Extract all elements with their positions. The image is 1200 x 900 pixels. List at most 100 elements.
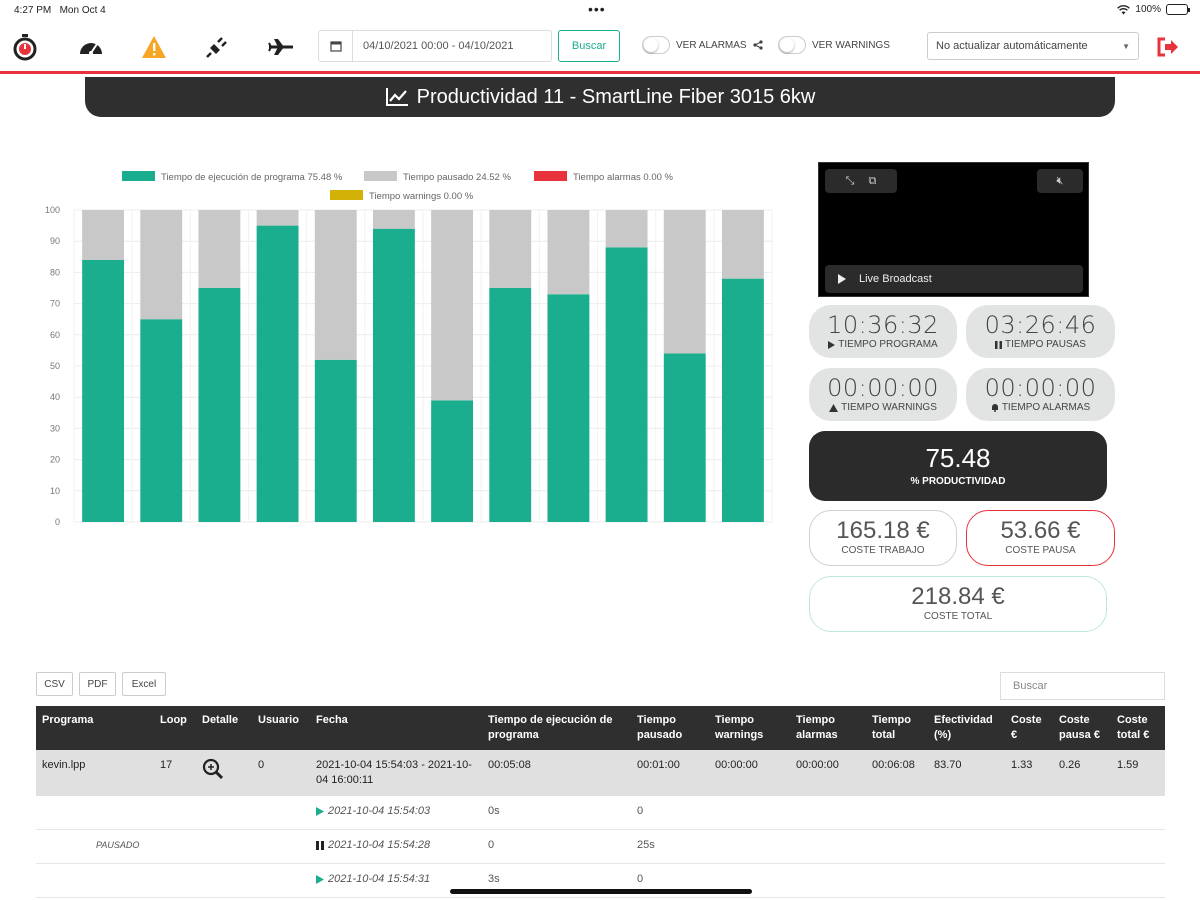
y-tick-label: 70 <box>50 299 60 309</box>
chevron-down-icon: ▼ <box>1122 42 1130 51</box>
col-coste[interactable]: Coste € <box>1011 714 1042 741</box>
legend-swatch <box>330 190 363 200</box>
bar-segment <box>198 210 241 288</box>
col-detalle[interactable]: Detalle <box>202 714 239 726</box>
cost-total-box: 218.84 € COSTE TOTAL <box>809 576 1107 632</box>
y-tick-label: 90 <box>50 236 60 246</box>
cell-tiempo-alarmas: 00:00:00 <box>796 759 839 771</box>
airplane-icon[interactable] <box>266 32 296 62</box>
magnifier-icon[interactable] <box>202 758 224 780</box>
cost-value: 165.18 € <box>836 517 930 544</box>
event-time: 2021-10-04 15:54:03 <box>328 805 431 817</box>
stat-tiempo-alarmas: 00:00:00 TIEMPO ALARMAS <box>966 368 1115 421</box>
col-tiempo-pausado[interactable]: Tiempo pausado <box>637 714 683 741</box>
col-tiempo-total[interactable]: Tiempo total <box>872 714 911 741</box>
status-time: 4:27 PM Mon Oct 4 <box>14 5 106 16</box>
table-search-input[interactable]: Buscar <box>1000 672 1165 700</box>
logout-icon[interactable] <box>1153 32 1183 62</box>
bar-segment <box>140 319 183 522</box>
home-indicator[interactable] <box>450 889 752 894</box>
cell-coste: 1.33 <box>1011 759 1033 771</box>
export-pdf-button[interactable]: PDF <box>79 672 116 696</box>
col-tiempo-alarmas[interactable]: Tiempo alarmas <box>796 714 838 741</box>
play-icon[interactable] <box>837 273 847 285</box>
bar-segment <box>721 278 764 522</box>
speedometer-icon[interactable] <box>76 32 106 62</box>
y-tick-label: 60 <box>50 330 60 340</box>
play-icon <box>828 340 836 349</box>
productivity-chart-svg: Tiempo de ejecución de programa 75.48 % T… <box>45 171 773 527</box>
bar-segment <box>198 288 241 522</box>
col-coste-total[interactable]: Coste total € <box>1117 714 1150 741</box>
col-programa[interactable]: Programa <box>42 714 94 726</box>
col-efectividad[interactable]: Efectividad (%) <box>934 714 993 741</box>
cell-detalle <box>196 750 252 796</box>
stopwatch-icon[interactable] <box>10 32 40 62</box>
col-coste-pausa[interactable]: Coste pausa € <box>1059 714 1100 741</box>
legend-swatch <box>122 171 155 181</box>
col-tiempo-warnings[interactable]: Tiempo warnings <box>715 714 764 741</box>
productivity-label: % PRODUCTIVIDAD <box>910 476 1006 487</box>
col-tiempo-ejecucion[interactable]: Tiempo de ejecución de programa <box>488 714 613 741</box>
plug-icon[interactable] <box>202 32 232 62</box>
export-csv-button[interactable]: CSV <box>36 672 73 696</box>
toggle-warnings[interactable]: VER WARNINGS <box>778 36 890 54</box>
productivity-value: 75.48 <box>925 443 991 473</box>
cell-tiempo-pausado: 00:01:00 <box>637 759 680 771</box>
cell-tiempo-warnings: 00:00:00 <box>715 759 758 771</box>
expand-icon[interactable]: ⤡ <box>845 174 855 187</box>
warnings-switch[interactable] <box>778 36 806 54</box>
bar-segment <box>372 210 415 229</box>
live-video-player[interactable]: ⤡ ⧉ 🔇︎ Live Broadcast <box>818 162 1089 297</box>
cost-pausa-box: 53.66 € COSTE PAUSA <box>966 510 1115 566</box>
bell-icon <box>991 404 998 412</box>
cell-loop: 17 <box>160 759 173 771</box>
bar-segment <box>663 353 706 522</box>
event-time: 2021-10-04 15:54:28 <box>328 839 431 851</box>
event-time-cell: 2021-10-04 15:54:03 <box>310 796 482 830</box>
legend-label: Tiempo warnings 0.00 % <box>369 191 474 202</box>
page-title-bar: Productividad 11 - SmartLine Fiber 3015 … <box>85 77 1115 117</box>
live-broadcast-label: Live Broadcast <box>859 273 932 285</box>
y-tick-label: 20 <box>50 455 60 465</box>
y-tick-label: 100 <box>45 205 60 215</box>
event-paused: 25s <box>631 829 1165 864</box>
col-fecha[interactable]: Fecha <box>316 714 348 726</box>
refresh-select[interactable]: No actualizar automáticamente ▼ <box>927 32 1139 60</box>
col-usuario[interactable]: Usuario <box>258 714 299 726</box>
play-icon <box>316 875 324 884</box>
bar-segment <box>547 210 590 295</box>
multitask-dots[interactable]: ••• <box>588 1 606 17</box>
cost-value: 218.84 € <box>911 583 1005 610</box>
event-row: PAUSADO 2021-10-04 15:54:28 0 25s <box>36 829 1165 864</box>
event-state: PAUSADO <box>36 829 310 864</box>
table-row[interactable]: kevin.lpp 17 0 2021-10-04 15:54:03 - 202… <box>36 750 1165 796</box>
event-state <box>36 863 310 898</box>
col-loop[interactable]: Loop <box>160 714 187 726</box>
bar-segment <box>663 210 706 354</box>
mute-icon[interactable]: 🔇︎ <box>1037 169 1083 193</box>
stat-tiempo-pausas: 03:26:46 TIEMPO PAUSAS <box>966 305 1115 358</box>
legend-label: Tiempo de ejecución de programa 75.48 % <box>161 172 343 183</box>
event-paused: 0 <box>631 863 1165 898</box>
legend-label: Tiempo alarmas 0.00 % <box>573 172 674 183</box>
toggle-alarms[interactable]: VER ALARMAS <box>642 36 763 54</box>
alarms-switch[interactable] <box>642 36 670 54</box>
cost-label: COSTE TRABAJO <box>841 545 925 556</box>
picture-in-picture-icon[interactable]: ⧉ <box>868 174 877 187</box>
table-header-row: Programa Loop Detalle Usuario Fecha Tiem… <box>36 706 1165 750</box>
date-range-field[interactable]: 04/10/2021 00:00 - 04/10/2021 <box>318 30 552 62</box>
battery-icon <box>1166 4 1190 15</box>
bar-segment <box>489 288 532 522</box>
bar-segment <box>256 210 299 226</box>
export-excel-button[interactable]: Excel <box>122 672 166 696</box>
warning-icon[interactable] <box>139 32 169 62</box>
refresh-select-value: No actualizar automáticamente <box>936 40 1088 52</box>
pause-icon <box>995 340 1003 349</box>
search-button[interactable]: Buscar <box>558 30 620 62</box>
cell-coste-total: 1.59 <box>1117 759 1139 771</box>
cell-programa: kevin.lpp <box>42 759 86 771</box>
bar-segment <box>82 210 125 260</box>
play-icon <box>316 807 324 816</box>
stat-label: TIEMPO PAUSAS <box>1005 339 1086 350</box>
